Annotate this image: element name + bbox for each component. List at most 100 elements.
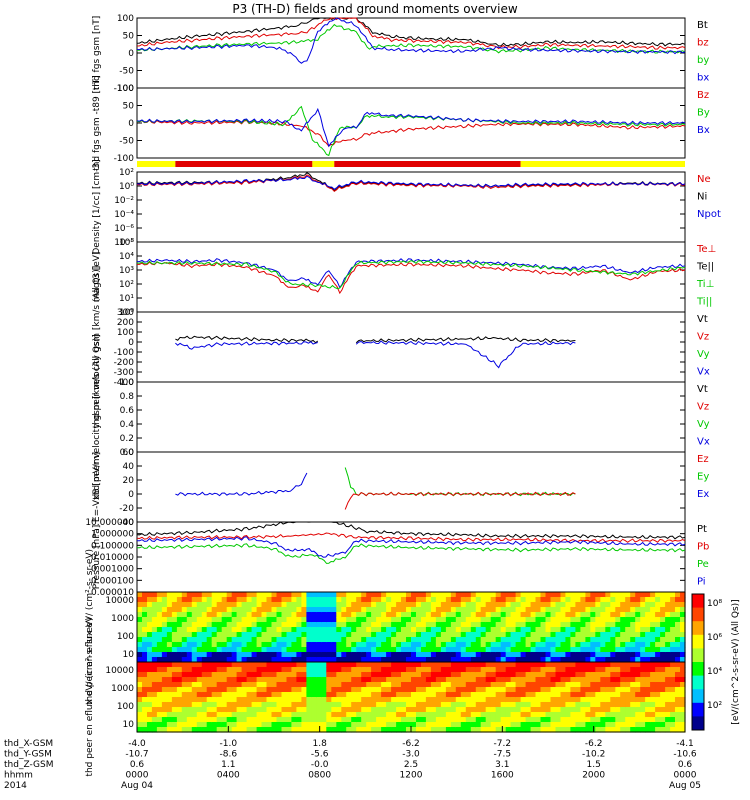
spec-cell bbox=[266, 637, 273, 643]
spec-cell bbox=[411, 612, 417, 618]
spec-cell bbox=[316, 712, 322, 718]
footer-value: 1.5 bbox=[587, 760, 601, 770]
spec-cell bbox=[450, 682, 457, 688]
spec-cell bbox=[565, 662, 571, 668]
spec-cell bbox=[251, 687, 258, 693]
spec-cell bbox=[655, 657, 661, 663]
spec-cell bbox=[166, 657, 173, 663]
spec-cell bbox=[605, 592, 611, 598]
spec-cell bbox=[615, 707, 621, 713]
spec-cell bbox=[465, 662, 472, 668]
spec-cell bbox=[401, 702, 407, 708]
footer-value: 0400 bbox=[217, 771, 240, 781]
spec-cell bbox=[625, 617, 631, 623]
footer-value: 1.8 bbox=[313, 739, 328, 749]
spec-cell bbox=[416, 632, 422, 638]
spec-cell bbox=[276, 687, 283, 693]
footer-value: 1200 bbox=[400, 771, 423, 781]
spec-cell bbox=[256, 707, 263, 713]
spec-cell bbox=[366, 642, 372, 648]
spec-cell bbox=[665, 672, 671, 678]
spec-cell bbox=[301, 622, 307, 628]
spec-cell bbox=[351, 607, 357, 613]
spec-cell bbox=[286, 722, 293, 728]
spec-cell bbox=[306, 597, 312, 603]
spec-cell bbox=[326, 702, 332, 708]
spec-cell bbox=[600, 702, 606, 708]
spec-cell bbox=[580, 597, 586, 603]
spec-cell bbox=[660, 712, 666, 718]
spec-cell bbox=[181, 727, 188, 733]
spec-cell bbox=[176, 597, 183, 603]
spec-cell bbox=[510, 627, 517, 633]
spec-cell bbox=[176, 642, 183, 648]
spec-cell bbox=[510, 602, 517, 608]
spec-cell bbox=[425, 677, 432, 683]
spec-cell bbox=[625, 592, 631, 598]
spec-cell bbox=[416, 607, 422, 613]
spec-cell bbox=[181, 712, 188, 718]
spec-cell bbox=[326, 652, 332, 658]
spec-cell bbox=[475, 612, 482, 618]
spec-cell bbox=[460, 632, 467, 638]
spec-cell bbox=[545, 727, 552, 733]
spec-cell bbox=[396, 632, 402, 638]
spec-cell bbox=[147, 722, 153, 728]
spec-cell bbox=[161, 677, 168, 683]
spec-cell bbox=[430, 607, 437, 613]
spec-cell bbox=[490, 722, 497, 728]
spec-cell bbox=[625, 627, 631, 633]
spec-cell bbox=[171, 722, 178, 728]
spec-cell bbox=[326, 637, 332, 643]
spec-cell bbox=[376, 662, 382, 668]
spec-cell bbox=[510, 712, 517, 718]
spec-cell bbox=[650, 652, 656, 658]
spec-cell bbox=[246, 597, 253, 603]
spec-cell bbox=[630, 712, 636, 718]
spec-cell bbox=[440, 622, 447, 628]
spec-cell bbox=[535, 682, 542, 688]
legend-Vt: Vt bbox=[697, 314, 708, 325]
spec-cell bbox=[231, 637, 238, 643]
spec-cell bbox=[261, 612, 268, 618]
spec-cell bbox=[286, 712, 293, 718]
spec-cell bbox=[645, 717, 651, 723]
spec-cell bbox=[525, 647, 532, 653]
spec-cell bbox=[401, 712, 407, 718]
spec-cell bbox=[151, 717, 158, 723]
spec-cell bbox=[281, 687, 288, 693]
spec-cell bbox=[391, 727, 397, 733]
spec-cell bbox=[336, 607, 342, 613]
spec-cell bbox=[610, 687, 616, 693]
spec-cell bbox=[435, 627, 442, 633]
legend-Ex: Ex bbox=[697, 489, 709, 500]
spec-cell bbox=[575, 722, 581, 728]
spec-cell bbox=[630, 647, 636, 653]
spec-cell bbox=[530, 642, 537, 648]
spec-cell bbox=[585, 602, 591, 608]
mode-bar-segment bbox=[334, 161, 521, 167]
spec-cell bbox=[530, 727, 537, 733]
spec-cell bbox=[680, 657, 686, 663]
spec-cell bbox=[445, 692, 452, 698]
spec-cell bbox=[241, 712, 248, 718]
spec-cell bbox=[535, 607, 542, 613]
spec-cell bbox=[346, 662, 352, 668]
spec-cell bbox=[386, 692, 392, 698]
spec-cell bbox=[600, 592, 606, 598]
spec-cell bbox=[430, 682, 437, 688]
spec-cell bbox=[326, 602, 332, 608]
spec-cell bbox=[555, 642, 562, 648]
spec-cell bbox=[580, 727, 586, 733]
spec-cell bbox=[306, 652, 312, 658]
spec-cell bbox=[196, 647, 203, 653]
spec-cell bbox=[580, 627, 586, 633]
spec-cell bbox=[211, 622, 218, 628]
spec-cell bbox=[266, 667, 273, 673]
spec-cell bbox=[166, 712, 173, 718]
spec-cell bbox=[156, 712, 163, 718]
spec-cell bbox=[246, 652, 253, 658]
spec-cell bbox=[336, 682, 342, 688]
spec-cell bbox=[585, 672, 591, 678]
spec-cell bbox=[366, 632, 372, 638]
